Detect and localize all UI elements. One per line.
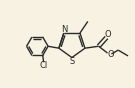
Text: Cl: Cl [40,61,48,70]
Text: N: N [61,25,67,34]
Text: O: O [104,30,111,39]
Text: O: O [107,50,114,59]
Text: S: S [69,57,75,66]
